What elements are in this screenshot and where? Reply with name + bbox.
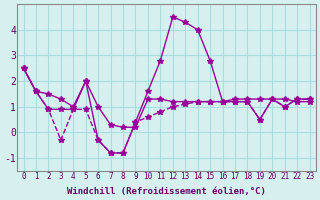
X-axis label: Windchill (Refroidissement éolien,°C): Windchill (Refroidissement éolien,°C) xyxy=(67,187,266,196)
